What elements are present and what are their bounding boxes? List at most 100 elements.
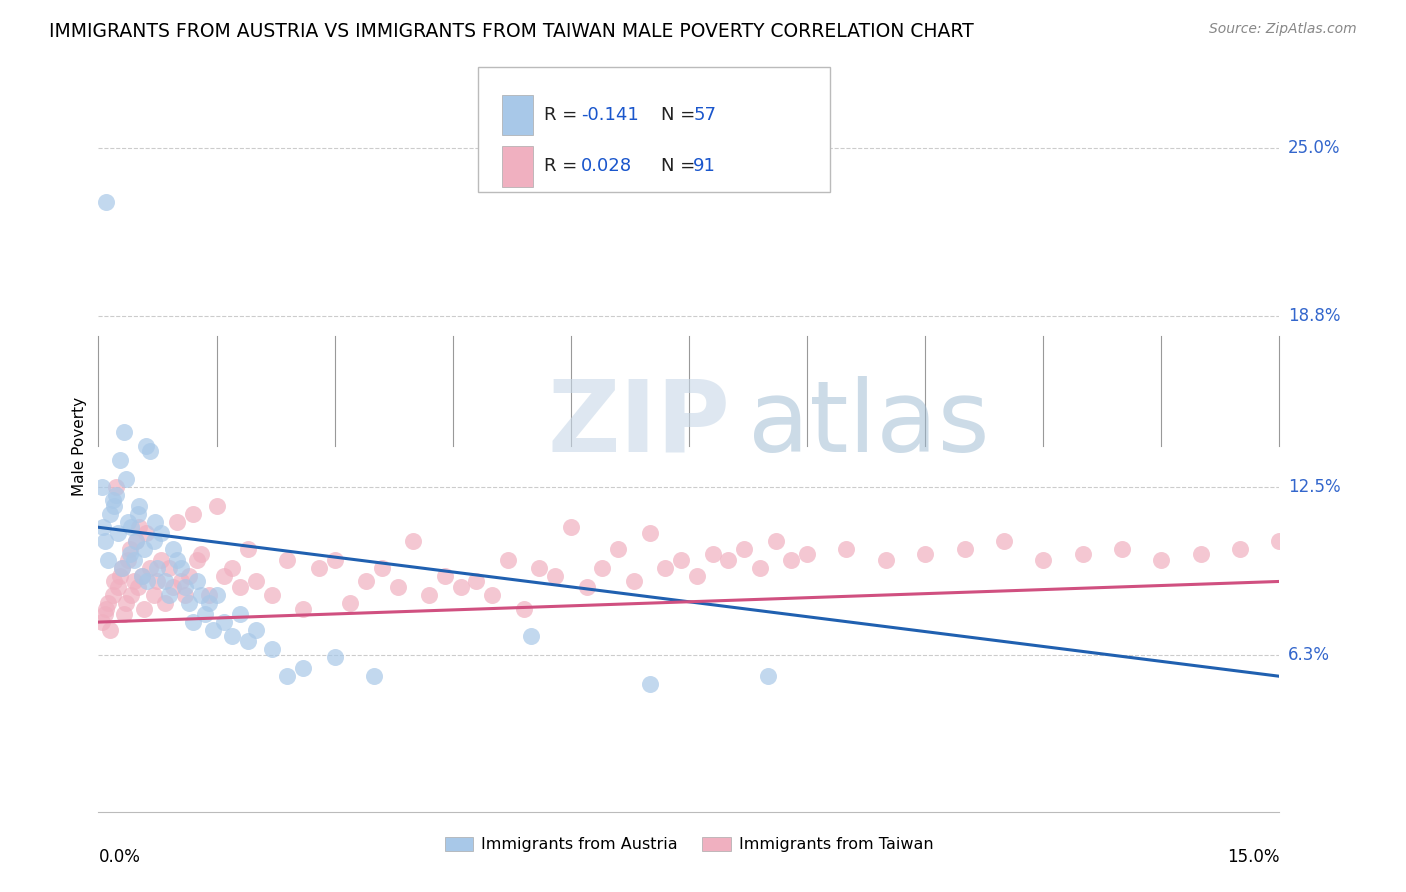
Point [131, 569, 153, 583]
Point [155, 596, 177, 610]
Point [354, 574, 377, 589]
Point [132, 541, 155, 556]
Point [717, 553, 740, 567]
Point [323, 650, 346, 665]
Point [733, 541, 755, 556]
Point [654, 561, 676, 575]
Point [1189, 547, 1212, 561]
Point [450, 580, 472, 594]
Point [260, 588, 283, 602]
Point [166, 515, 188, 529]
Point [128, 520, 150, 534]
Point [796, 547, 818, 561]
Text: R =: R = [544, 158, 583, 176]
Text: R =: R = [544, 106, 583, 124]
Point [953, 541, 976, 556]
Point [229, 580, 252, 594]
Point [236, 634, 259, 648]
Point [214, 615, 236, 629]
Point [138, 444, 160, 458]
Point [103, 574, 125, 589]
Point [835, 541, 858, 556]
Point [143, 515, 166, 529]
Point [520, 629, 543, 643]
Point [118, 541, 141, 556]
Point [276, 669, 298, 683]
Point [481, 588, 503, 602]
Text: -0.141: -0.141 [581, 106, 638, 124]
Point [402, 533, 425, 548]
Point [97, 553, 120, 567]
Text: 18.8%: 18.8% [1288, 307, 1340, 325]
Point [125, 533, 148, 548]
Point [174, 580, 197, 594]
Point [112, 607, 135, 621]
Text: 12.5%: 12.5% [1288, 477, 1340, 496]
Point [107, 580, 129, 594]
Point [292, 661, 315, 675]
Point [190, 547, 212, 561]
Point [96, 195, 118, 210]
Point [98, 624, 121, 638]
Point [638, 677, 661, 691]
Point [591, 561, 613, 575]
Point [512, 601, 534, 615]
Point [638, 525, 661, 540]
Text: 25.0%: 25.0% [1288, 139, 1340, 157]
Point [190, 588, 212, 602]
Point [107, 525, 129, 540]
Point [121, 520, 143, 534]
Point [607, 541, 630, 556]
Point [127, 580, 149, 594]
Point [214, 569, 236, 583]
Point [276, 553, 298, 567]
Point [197, 588, 219, 602]
Point [98, 507, 121, 521]
Point [914, 547, 936, 561]
Point [135, 439, 157, 453]
Point [1071, 547, 1094, 561]
Point [205, 588, 228, 602]
Point [229, 607, 252, 621]
Point [93, 607, 115, 621]
Point [529, 561, 551, 575]
Point [1268, 533, 1291, 548]
Point [111, 561, 134, 575]
Point [170, 561, 193, 575]
Point [127, 507, 149, 521]
Point [177, 569, 200, 583]
Text: atlas: atlas [748, 376, 990, 473]
Point [103, 499, 125, 513]
Point [142, 588, 165, 602]
Point [132, 601, 155, 615]
Point [748, 561, 770, 575]
Point [371, 561, 394, 575]
Point [201, 624, 224, 638]
Point [162, 580, 184, 594]
Point [780, 553, 803, 567]
Point [1032, 553, 1054, 567]
Point [91, 615, 114, 629]
Point [91, 520, 114, 534]
Point [117, 553, 139, 567]
Point [96, 601, 118, 615]
Text: 6.3%: 6.3% [1288, 646, 1330, 664]
Point [117, 515, 139, 529]
Point [387, 580, 409, 594]
Y-axis label: Male Poverty: Male Poverty [72, 396, 87, 496]
Point [1229, 541, 1251, 556]
Point [91, 480, 114, 494]
Point [157, 588, 180, 602]
Point [121, 588, 143, 602]
Point [181, 615, 204, 629]
Point [101, 588, 124, 602]
Point [623, 574, 645, 589]
Point [146, 574, 169, 589]
Point [115, 596, 138, 610]
Point [496, 553, 519, 567]
Point [993, 533, 1015, 548]
Point [146, 561, 169, 575]
Point [465, 574, 488, 589]
Point [418, 588, 440, 602]
Point [177, 596, 200, 610]
